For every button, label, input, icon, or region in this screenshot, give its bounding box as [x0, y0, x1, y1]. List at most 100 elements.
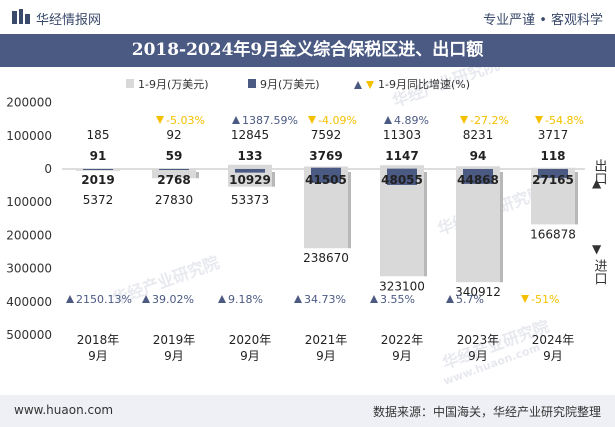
- y-axis: 200000 100000 0 100000 200000 300000 400000 500…: [6, 96, 585, 342]
- import-month-bar: [311, 169, 341, 183]
- import-month-value: 41505: [305, 173, 347, 187]
- import-yoy-value: 39.02%: [152, 293, 194, 306]
- x-tick-label-month: 9月: [164, 349, 184, 363]
- up-triangle-icon: [218, 295, 226, 303]
- legend: 1-9月(万美元) 9月(万美元) 1-9月同比增速(%): [126, 77, 470, 91]
- import-month-bar: [538, 169, 568, 179]
- import-ytd-value: 27830: [155, 193, 193, 207]
- import-month-bar: [159, 169, 189, 170]
- import-month-value: 48055: [381, 173, 423, 187]
- export-ytd-bar: [456, 166, 500, 169]
- legend-ytd-label: 1-9月(万美元): [138, 78, 209, 91]
- import-side-arrow-icon: ▼: [592, 242, 602, 256]
- slogan: 专业严谨 • 客观科学: [483, 13, 603, 28]
- import-month-bar: [235, 169, 265, 173]
- down-triangle-icon: [521, 295, 529, 303]
- import-ytd-bar-shadow: [196, 172, 199, 179]
- import-ytd-value: 340912: [455, 285, 501, 299]
- legend-ytd-swatch: [126, 79, 134, 88]
- x-tick-label-year: 2020年: [229, 333, 272, 347]
- y-tick-label: 100000: [6, 195, 52, 209]
- y-tick-label: 500000: [6, 328, 52, 342]
- up-triangle-icon: [384, 116, 392, 124]
- footer-source: 数据来源：中国海关，华经产业研究院整理: [372, 405, 601, 419]
- brand-logo-icon: [12, 9, 30, 24]
- import-yoy-value: 3.55%: [380, 293, 415, 306]
- y-tick-label: 200000: [6, 96, 52, 110]
- x-tick-label-year: 2024年: [532, 333, 575, 347]
- export-month-bar: [387, 168, 417, 170]
- export-ytd-value: 92: [166, 128, 181, 142]
- import-ytd-bar: [456, 169, 500, 283]
- export-yoy-value: -27.2%: [470, 114, 509, 127]
- bars: [76, 164, 578, 283]
- import-side-label: 进口: [592, 259, 608, 285]
- export-month-value: 94: [470, 149, 487, 163]
- y-tick-label: 400000: [6, 295, 52, 309]
- import-month-value: 2019: [81, 173, 114, 187]
- import-ytd-bar-shadow: [424, 172, 427, 277]
- up-triangle-icon: [446, 295, 454, 303]
- export-month-value: 118: [540, 149, 565, 163]
- x-tick-label-month: 9月: [468, 349, 488, 363]
- export-yoy-value: -54.8%: [545, 114, 584, 127]
- x-tick-label-month: 9月: [543, 349, 563, 363]
- export-ytd-bar: [380, 165, 424, 169]
- x-tick-label-year: 2023年: [457, 333, 500, 347]
- import-month-value: 10929: [229, 173, 271, 187]
- import-ytd-bar-shadow: [575, 172, 578, 225]
- import-yoy-value: 2150.13%: [76, 293, 132, 306]
- up-triangle-icon: [370, 295, 378, 303]
- export-yoy-value: -4.09%: [318, 114, 357, 127]
- legend-up-triangle-icon: [354, 81, 362, 89]
- export-ytd-value: 11303: [383, 128, 421, 142]
- legend-yoy-label: 1-9月同比增速(%): [378, 77, 470, 91]
- x-tick-label-year: 2019年: [153, 333, 196, 347]
- y-tick-label: 100000: [6, 129, 52, 143]
- import-month-value: 44868: [457, 173, 499, 187]
- y-tick-label: 0: [44, 162, 52, 176]
- y-tick-label: 300000: [6, 262, 52, 276]
- legend-month-label: 9月(万美元): [260, 78, 320, 91]
- import-month-bar: [387, 169, 417, 185]
- export-ytd-bar: [304, 166, 348, 169]
- y-tick-label: 200000: [6, 228, 52, 242]
- import-yoy-value: 34.73%: [304, 293, 346, 306]
- import-month-value: 2768: [157, 173, 190, 187]
- footer: www.huaon.com 数据来源：中国海关，华经产业研究院整理: [0, 395, 615, 427]
- export-side-arrow-icon: ▲: [592, 176, 602, 190]
- import-ytd-bar-shadow: [348, 172, 351, 249]
- import-ytd-value: 238670: [303, 251, 349, 265]
- legend-down-triangle-icon: [366, 81, 374, 89]
- import-month-bar: [83, 169, 113, 170]
- export-month-value: 91: [90, 149, 107, 163]
- data-labels: 185 91 2019 5372 2150.13% 92 59 2768 27830 -5.03%…: [66, 114, 584, 306]
- export-month-value: 133: [237, 149, 262, 163]
- import-month-bar: [463, 169, 493, 184]
- export-yoy-value: 1387.59%: [242, 114, 298, 127]
- import-yoy-value: 5.7%: [456, 293, 484, 306]
- up-triangle-icon: [294, 295, 302, 303]
- category-labels: 2018年 9月 2019年 9月 2020年 9月 2021年 9月 2022年 9月 2023年…: [77, 333, 575, 363]
- x-tick-label-month: 9月: [392, 349, 412, 363]
- export-month-bar: [311, 167, 341, 169]
- export-ytd-value: 3717: [538, 128, 569, 142]
- export-ytd-value: 8231: [463, 128, 494, 142]
- x-tick-label-month: 9月: [240, 349, 260, 363]
- export-ytd-bar: [531, 167, 575, 169]
- export-month-value: 1147: [385, 149, 418, 163]
- export-yoy-value: -5.03%: [166, 114, 205, 127]
- export-yoy-value: 4.89%: [394, 114, 429, 127]
- top-bar: 华经情报网 专业严谨 • 客观科学: [0, 0, 615, 34]
- chart-area: 华经产业研究院 华经产业研究院 华经产业研究院 华经产业研究院 www.huao…: [6, 67, 608, 388]
- legend-month-swatch: [248, 79, 256, 88]
- import-ytd-value: 323100: [379, 279, 425, 293]
- down-triangle-icon: [156, 116, 164, 124]
- up-triangle-icon: [66, 295, 74, 303]
- import-yoy-value: 9.18%: [228, 293, 263, 306]
- import-ytd-bar: [380, 169, 424, 277]
- import-ytd-value: 53373: [231, 193, 269, 207]
- down-triangle-icon: [460, 116, 468, 124]
- export-side-label: 出口: [592, 159, 607, 185]
- export-ytd-value: 7592: [311, 128, 342, 142]
